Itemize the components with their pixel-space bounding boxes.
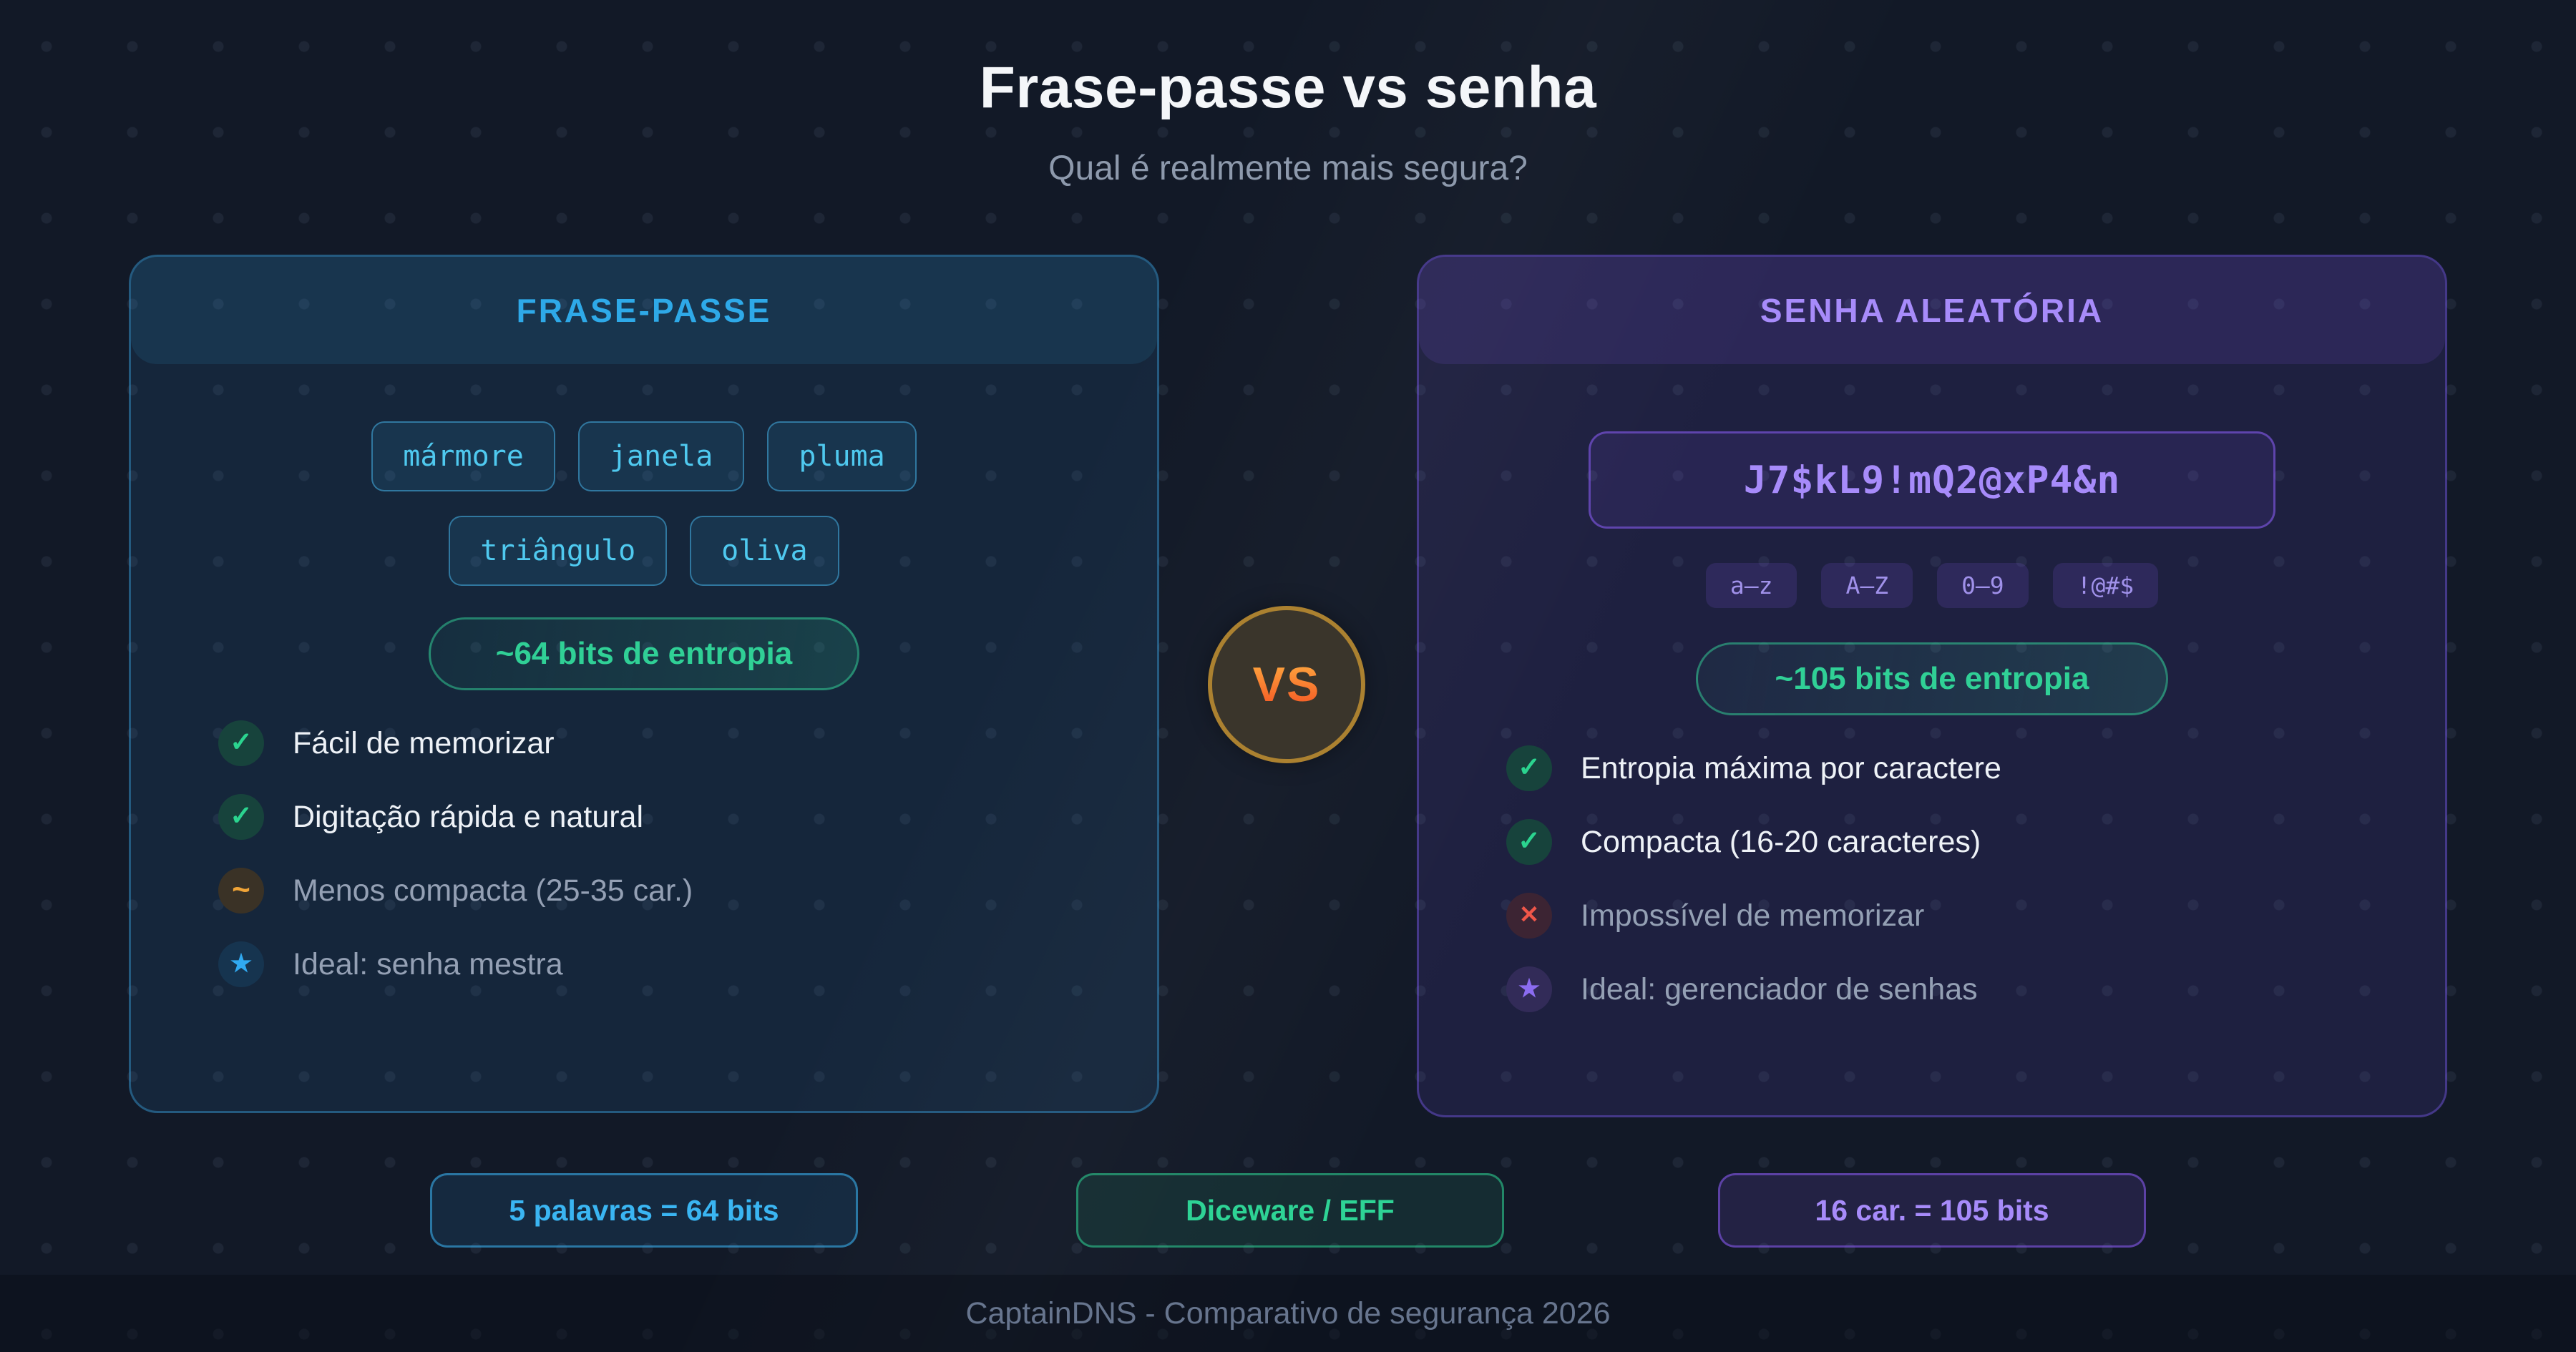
word-chip: janela [577, 421, 745, 491]
charset-chip: a–z [1705, 563, 1797, 608]
list-item-label: Menos compacta (25-35 car.) [293, 873, 693, 908]
list-item: ✓ Fácil de memorizar [218, 720, 693, 766]
password-checklist: ✓ Entropia máxima por caractere ✓ Compac… [1506, 745, 2001, 1012]
word-chip: oliva [690, 516, 839, 586]
footer: CaptainDNS - Comparativo de segurança 20… [0, 1275, 2576, 1352]
list-item-label: Ideal: senha mestra [293, 946, 563, 981]
list-item: ✓ Digitação rápida e natural [218, 794, 693, 840]
passphrase-entropy-badge: ~64 bits de entropia [429, 617, 859, 690]
passphrase-checklist: ✓ Fácil de memorizar ✓ Digitação rápida … [218, 720, 693, 987]
word-chip: mármore [371, 421, 555, 491]
check-icon: ✓ [1506, 745, 1552, 791]
star-icon: ★ [218, 941, 264, 987]
list-item: ✓ Entropia máxima por caractere [1506, 745, 2001, 791]
list-item-label: Ideal: gerenciador de senhas [1581, 971, 1978, 1006]
list-item: ✕ Impossível de memorizar [1506, 893, 2001, 939]
charset-chip: A–Z [1821, 563, 1913, 608]
page-title: Frase-passe vs senha [979, 55, 1597, 120]
tilde-icon: ~ [218, 868, 264, 913]
check-icon: ✓ [218, 794, 264, 840]
list-item: ★ Ideal: senha mestra [218, 941, 693, 987]
list-item-label: Digitação rápida e natural [293, 799, 644, 834]
password-entropy-badge: ~105 bits de entropia [1696, 642, 2168, 715]
list-item-label: Fácil de memorizar [293, 725, 555, 760]
check-icon: ✓ [1506, 819, 1552, 865]
list-item-label: Entropia máxima por caractere [1581, 750, 2001, 785]
list-item: ★ Ideal: gerenciador de senhas [1506, 966, 2001, 1012]
passphrase-card: FRASE-PASSE mármore janela pluma triângu… [129, 255, 1159, 1113]
charset-chip: !@#$ [2052, 563, 2159, 608]
cross-icon: ✕ [1506, 893, 1552, 939]
list-item-label: Compacta (16-20 caracteres) [1581, 824, 1981, 859]
passphrase-card-header: FRASE-PASSE [131, 257, 1157, 364]
page-subtitle: Qual é realmente mais segura? [1048, 150, 1528, 187]
list-item-label: Impossível de memorizar [1581, 898, 1925, 933]
passphrase-words-row-2: triângulo oliva [449, 516, 839, 586]
random-password-card: SENHA ALEATÓRIA J7$kL9!mQ2@xP4&n a–z A–Z… [1417, 255, 2447, 1117]
charset-chip: 0–9 [1937, 563, 2029, 608]
random-password-card-header: SENHA ALEATÓRIA [1419, 257, 2445, 364]
star-icon: ★ [1506, 966, 1552, 1012]
check-icon: ✓ [218, 720, 264, 766]
vs-label: VS [1252, 657, 1321, 712]
password-sample-box: J7$kL9!mQ2@xP4&n [1589, 431, 2275, 529]
footer-text: CaptainDNS - Comparativo de segurança 20… [965, 1295, 1611, 1331]
diceware-stat-badge: Diceware / EFF [1076, 1173, 1504, 1248]
passphrase-stat-badge: 5 palavras = 64 bits [430, 1173, 858, 1248]
charset-chips-row: a–z A–Z 0–9 !@#$ [1705, 563, 2159, 608]
word-chip: pluma [767, 421, 917, 491]
passphrase-words-row-1: mármore janela pluma [371, 421, 917, 491]
vs-badge: VS [1208, 606, 1365, 763]
password-stat-badge: 16 car. = 105 bits [1718, 1173, 2146, 1248]
word-chip: triângulo [449, 516, 668, 586]
list-item: ✓ Compacta (16-20 caracteres) [1506, 819, 2001, 865]
list-item: ~ Menos compacta (25-35 car.) [218, 868, 693, 913]
